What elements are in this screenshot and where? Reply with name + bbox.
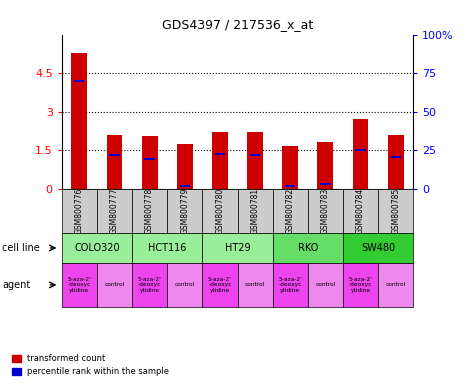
- Text: 5-aza-2'
-deoxyc
ytidine: 5-aza-2' -deoxyc ytidine: [278, 276, 302, 293]
- Text: GSM800777: GSM800777: [110, 188, 119, 234]
- Bar: [238, 189, 273, 233]
- Bar: [177, 144, 193, 189]
- Bar: [282, 146, 298, 189]
- Bar: [106, 135, 123, 189]
- Text: control: control: [386, 282, 406, 287]
- Legend: transformed count, percentile rank within the sample: transformed count, percentile rank withi…: [9, 351, 172, 380]
- Bar: [378, 189, 413, 233]
- Text: GSM800782: GSM800782: [286, 188, 294, 234]
- Bar: [388, 135, 404, 189]
- Bar: [109, 154, 120, 156]
- Text: GSM800778: GSM800778: [145, 188, 154, 234]
- Bar: [202, 189, 238, 233]
- Bar: [355, 149, 366, 151]
- Bar: [202, 263, 238, 307]
- Text: control: control: [104, 282, 124, 287]
- Bar: [250, 154, 260, 156]
- Text: GSM800780: GSM800780: [216, 188, 224, 234]
- Bar: [273, 263, 308, 307]
- Bar: [215, 153, 225, 155]
- Text: RKO: RKO: [298, 243, 318, 253]
- Bar: [62, 189, 97, 233]
- Bar: [273, 189, 308, 233]
- Text: control: control: [245, 282, 265, 287]
- Text: GSM800781: GSM800781: [251, 188, 259, 234]
- Bar: [180, 185, 190, 187]
- Bar: [144, 158, 155, 160]
- Text: control: control: [315, 282, 335, 287]
- Text: 5-aza-2'
-deoxyc
ytidine: 5-aza-2' -deoxyc ytidine: [349, 276, 372, 293]
- Bar: [390, 156, 401, 157]
- Bar: [247, 132, 263, 189]
- Bar: [97, 263, 132, 307]
- Bar: [378, 263, 413, 307]
- Title: GDS4397 / 217536_x_at: GDS4397 / 217536_x_at: [162, 18, 313, 31]
- Bar: [308, 263, 343, 307]
- Text: control: control: [175, 282, 195, 287]
- Text: 5-aza-2'
-deoxyc
ytidine: 5-aza-2' -deoxyc ytidine: [67, 276, 91, 293]
- Bar: [308, 189, 343, 233]
- Bar: [320, 183, 331, 185]
- Text: GSM800784: GSM800784: [356, 188, 365, 234]
- Bar: [97, 189, 132, 233]
- Text: agent: agent: [2, 280, 30, 290]
- Text: GSM800776: GSM800776: [75, 188, 84, 234]
- Bar: [238, 263, 273, 307]
- Bar: [212, 132, 228, 189]
- Bar: [273, 233, 343, 263]
- Text: GSM800785: GSM800785: [391, 188, 400, 234]
- Bar: [62, 233, 132, 263]
- Bar: [62, 263, 97, 307]
- Text: 5-aza-2'
-deoxyc
ytidine: 5-aza-2' -deoxyc ytidine: [138, 276, 162, 293]
- Bar: [74, 80, 85, 82]
- Bar: [132, 263, 167, 307]
- Bar: [142, 136, 158, 189]
- Text: GSM800783: GSM800783: [321, 188, 330, 234]
- Text: HT29: HT29: [225, 243, 250, 253]
- Text: HCT116: HCT116: [148, 243, 186, 253]
- Bar: [352, 119, 369, 189]
- Bar: [317, 142, 333, 189]
- Text: 5-aza-2'
-deoxyc
ytidine: 5-aza-2' -deoxyc ytidine: [208, 276, 232, 293]
- Text: SW480: SW480: [361, 243, 395, 253]
- Bar: [285, 185, 295, 187]
- Text: cell line: cell line: [2, 243, 40, 253]
- Bar: [71, 53, 87, 189]
- Bar: [202, 233, 273, 263]
- Bar: [343, 233, 413, 263]
- Bar: [132, 189, 167, 233]
- Text: COLO320: COLO320: [74, 243, 120, 253]
- Bar: [343, 189, 378, 233]
- Bar: [167, 263, 202, 307]
- Bar: [132, 233, 202, 263]
- Text: GSM800779: GSM800779: [180, 188, 189, 234]
- Bar: [167, 189, 202, 233]
- Bar: [343, 263, 378, 307]
